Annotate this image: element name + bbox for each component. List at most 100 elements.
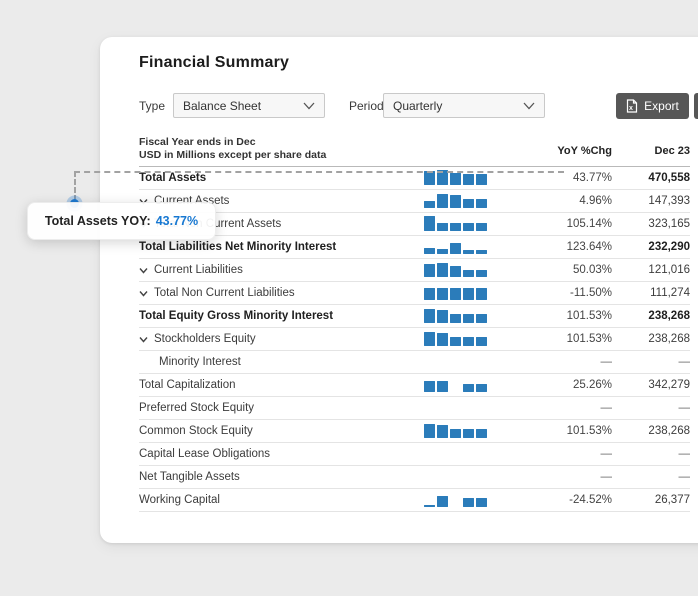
row-label: Stockholders Equity [139, 333, 256, 345]
table-header: Fiscal Year ends in Dec USD in Millions … [139, 136, 690, 167]
tooltip-value: 43.77% [155, 214, 199, 228]
export-button[interactable]: x Export [616, 93, 689, 119]
page-title: Financial Summary [139, 54, 290, 71]
mini-bar [463, 250, 474, 254]
table-row[interactable]: Capital Lease Obligations — — [139, 443, 690, 466]
cell-period-value: 147,393 [648, 195, 690, 207]
table-row[interactable]: Total Non Current Liabilities -11.50% 111,… [139, 282, 690, 305]
cell-yoy-pct-chg: — [600, 448, 613, 460]
mini-bar [450, 266, 461, 277]
mini-bar-chart[interactable] [424, 331, 487, 346]
type-select[interactable]: Balance Sheet [173, 93, 325, 118]
table-row[interactable]: Total Non Current Assets 105.14% 323,165 [139, 213, 690, 236]
row-label: Minority Interest [159, 356, 241, 368]
period-select[interactable]: Quarterly [383, 93, 545, 118]
cell-yoy-pct-chg: -11.50% [570, 287, 612, 299]
table-row[interactable]: Net Tangible Assets — — [139, 466, 690, 489]
row-label: Total Liabilities Net Minority Interest [139, 241, 337, 253]
chevron-down-icon[interactable] [139, 290, 148, 297]
mini-bar-chart[interactable] [424, 423, 487, 438]
mini-bar [476, 429, 487, 438]
mini-bar [463, 199, 474, 208]
mini-bar [450, 173, 461, 185]
table-row[interactable]: Minority Interest — — [139, 351, 690, 374]
mini-bar [476, 337, 487, 346]
table-row[interactable]: Common Stock Equity 101.53% 238,268 [139, 420, 690, 443]
cell-yoy-pct-chg: 105.14% [566, 218, 612, 230]
cell-yoy-pct-chg: 25.26% [572, 379, 612, 391]
mini-bar [424, 424, 435, 438]
tooltip: Total Assets YOY: 43.77% [27, 202, 216, 240]
mini-bar [424, 264, 435, 277]
mini-bar [450, 223, 461, 231]
chevron-down-icon[interactable] [139, 336, 148, 343]
row-label: Total Equity Gross Minority Interest [139, 310, 334, 322]
table-row[interactable]: Preferred Stock Equity — — [139, 397, 690, 420]
mini-bar-chart[interactable] [424, 285, 487, 300]
mini-bar [463, 288, 474, 300]
tooltip-dashed-line-horizontal [74, 171, 564, 173]
mini-bar [476, 384, 487, 392]
mini-bar [437, 310, 448, 323]
table-row[interactable]: Working Capital -24.52% 26,377 [139, 489, 690, 512]
svg-text:x: x [629, 105, 633, 112]
cell-yoy-pct-chg: — [600, 356, 613, 368]
table-row[interactable]: Stockholders Equity 101.53% 238,268 [139, 328, 690, 351]
mini-bar-chart[interactable] [424, 308, 487, 323]
secondary-button-partial[interactable] [694, 93, 698, 119]
column-header-period: Dec 23 [654, 145, 690, 157]
column-header-yoy: YoY %Chg [557, 145, 612, 157]
table-row[interactable]: Total Liabilities Net Minority Interest 1… [139, 236, 690, 259]
mini-bar [450, 288, 461, 300]
mini-bar [463, 314, 474, 323]
cell-yoy-pct-chg: 4.96% [579, 195, 612, 207]
cell-yoy-pct-chg: 43.77% [572, 172, 612, 184]
table-row[interactable]: Current Assets 4.96% 147,393 [139, 190, 690, 213]
row-label: Current Liabilities [139, 264, 243, 276]
mini-bar-chart[interactable] [424, 193, 487, 208]
cell-yoy-pct-chg: -24.52% [569, 494, 612, 506]
mini-bar [437, 333, 448, 346]
mini-bar [476, 314, 487, 323]
cell-period-value: — [678, 471, 691, 483]
cell-period-value: 232,290 [648, 241, 690, 253]
mini-bar [437, 263, 448, 277]
table-row[interactable]: Total Equity Gross Minority Interest 101.… [139, 305, 690, 328]
export-file-icon: x [626, 99, 638, 113]
controls-bar: Type Balance Sheet Period Quarterly [100, 93, 698, 119]
period-select-value: Quarterly [393, 98, 443, 113]
table-row[interactable]: Total Assets 43.77% 470,558 [139, 167, 690, 190]
mini-bar-chart[interactable] [424, 239, 487, 254]
mini-bar-chart[interactable] [424, 262, 487, 277]
mini-bar [463, 270, 474, 277]
chevron-down-icon[interactable] [139, 267, 148, 274]
table-row[interactable]: Current Liabilities 50.03% 121,016 [139, 259, 690, 282]
mini-bar-chart[interactable] [424, 492, 487, 507]
mini-bar [463, 429, 474, 438]
mini-bar [476, 498, 487, 507]
cell-yoy-pct-chg: 101.53% [566, 333, 612, 345]
mini-bar-chart[interactable] [424, 216, 487, 231]
mini-bar [424, 201, 435, 208]
cell-period-value: — [678, 448, 691, 460]
row-label: Total Capitalization [139, 379, 236, 391]
mini-bar-chart[interactable] [424, 377, 487, 392]
mini-bar-chart[interactable] [424, 170, 487, 185]
cell-period-value: 26,377 [654, 494, 690, 506]
row-label: Preferred Stock Equity [139, 402, 255, 414]
row-label: Common Stock Equity [139, 425, 253, 437]
table-rows: Total Assets 43.77% 470,558 Current Assets 4… [139, 167, 690, 512]
cell-yoy-pct-chg: 101.53% [566, 310, 612, 322]
mini-bar [437, 249, 448, 254]
mini-bar [424, 288, 435, 300]
mini-bar [463, 174, 474, 185]
mini-bar [476, 288, 487, 300]
row-label: Working Capital [139, 494, 220, 506]
mini-bar [476, 199, 487, 208]
table-row[interactable]: Total Capitalization 25.26% 342,279 [139, 374, 690, 397]
cell-period-value: 121,016 [648, 264, 690, 276]
table-meta-line1: Fiscal Year ends in Dec [139, 136, 256, 148]
period-label: Period [349, 99, 384, 113]
mini-bar [463, 384, 474, 392]
